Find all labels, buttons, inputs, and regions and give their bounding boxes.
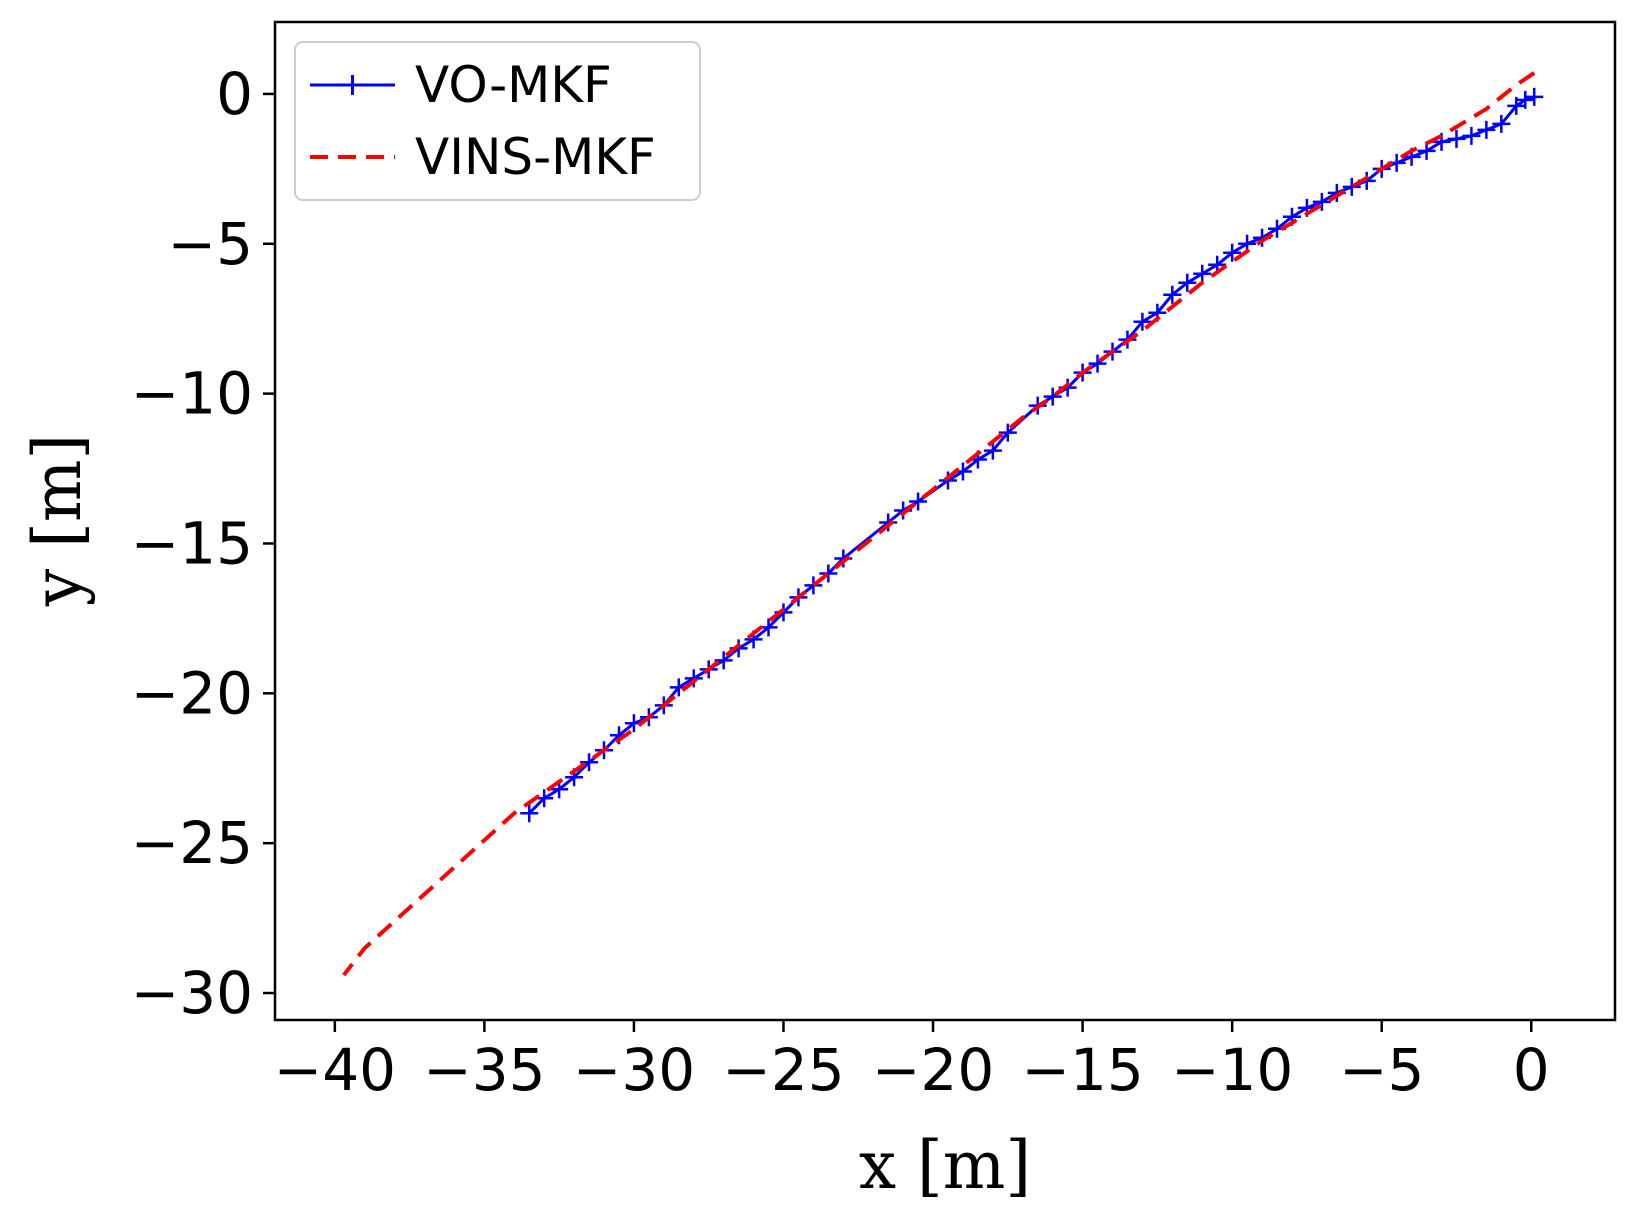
vo-mkf-point bbox=[1312, 192, 1331, 211]
axes-frame bbox=[273, 20, 1617, 1022]
y-tick-label: −20 bbox=[131, 659, 253, 727]
y-tick-label: −30 bbox=[131, 959, 253, 1027]
series-layer bbox=[342, 71, 1544, 977]
vo-mkf-point bbox=[520, 804, 539, 823]
vo-mkf-point bbox=[1178, 273, 1197, 292]
vo-mkf-point bbox=[804, 576, 823, 595]
legend-vo-mkf-marker bbox=[342, 75, 363, 95]
x-axis-label: x [m] bbox=[859, 1127, 1031, 1204]
x-tick-label: −15 bbox=[1021, 1036, 1143, 1104]
y-axis-label: y [m] bbox=[19, 434, 96, 607]
y-axis-ticks: 0 −5 −10 −15 −20 −25 −30 bbox=[131, 60, 275, 1027]
vo-mkf-point bbox=[1043, 387, 1062, 406]
x-tick-label: −30 bbox=[573, 1036, 695, 1104]
series-vo-mkf-line bbox=[528, 95, 1535, 815]
vo-mkf-point bbox=[1163, 285, 1182, 304]
vo-mkf-point bbox=[1492, 114, 1511, 133]
legend: VO-MKF VINS-MKF bbox=[294, 41, 701, 201]
x-tick-label: −5 bbox=[1339, 1036, 1425, 1104]
vo-mkf-point bbox=[714, 651, 733, 670]
vo-mkf-point bbox=[1088, 354, 1107, 373]
y-tick-label: −15 bbox=[131, 509, 253, 577]
vo-mkf-point bbox=[879, 513, 898, 532]
vo-mkf-point bbox=[1447, 129, 1466, 148]
vo-mkf-point bbox=[1525, 87, 1544, 106]
vo-mkf-point bbox=[1477, 120, 1496, 139]
vo-mkf-point bbox=[983, 441, 1002, 460]
x-tick-label: −40 bbox=[274, 1036, 396, 1104]
vo-mkf-point bbox=[819, 564, 838, 583]
x-tick-label: −20 bbox=[872, 1036, 994, 1104]
vo-mkf-point bbox=[1342, 177, 1361, 196]
vo-mkf-point bbox=[998, 423, 1017, 442]
x-tick-label: −10 bbox=[1171, 1036, 1293, 1104]
vo-mkf-point bbox=[684, 669, 703, 688]
x-tick-label: −25 bbox=[722, 1036, 844, 1104]
vo-mkf-point bbox=[1462, 126, 1481, 145]
vo-mkf-point bbox=[580, 753, 599, 772]
x-axis-ticks: −40 −35 −30 −25 −20 −15 −10 −5 0 bbox=[274, 1020, 1550, 1104]
legend-vins-mkf-label: VINS-MKF bbox=[415, 128, 656, 186]
vo-mkf-point bbox=[1193, 264, 1212, 283]
legend-vo-mkf-label: VO-MKF bbox=[415, 56, 612, 114]
y-tick-label: 0 bbox=[216, 60, 253, 128]
y-tick-label: −5 bbox=[168, 210, 254, 278]
y-tick-label: −25 bbox=[131, 809, 253, 877]
vo-mkf-point bbox=[1223, 243, 1242, 262]
series-vins-mkf-line bbox=[342, 71, 1536, 977]
vo-mkf-point bbox=[1507, 96, 1526, 115]
y-tick-label: −10 bbox=[131, 360, 253, 428]
vo-mkf-point bbox=[938, 471, 957, 490]
x-tick-label: −35 bbox=[423, 1036, 545, 1104]
legend-box bbox=[294, 41, 701, 201]
vo-mkf-point bbox=[909, 492, 928, 511]
vo-mkf-point bbox=[1133, 312, 1152, 331]
x-tick-label: 0 bbox=[1513, 1036, 1550, 1104]
